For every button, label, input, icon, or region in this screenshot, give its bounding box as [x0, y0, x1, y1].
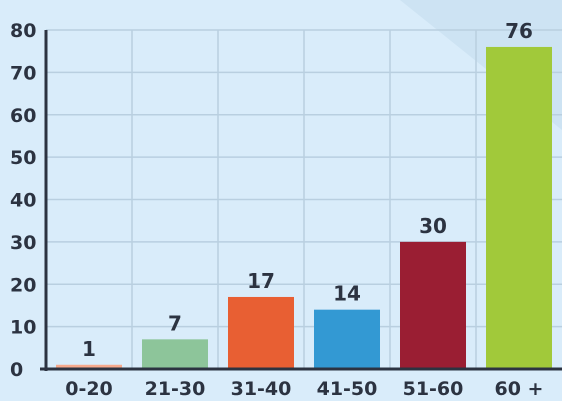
- x-tick-label: 21-30: [145, 378, 206, 400]
- x-tick-label: 51-60: [403, 378, 464, 400]
- bar: [400, 241, 466, 369]
- bar-value-label: 30: [419, 214, 447, 238]
- x-tick-label: 0-20: [65, 378, 113, 400]
- labels: 0 10 20 30 40 50 60 70 80 1 0-20 7 21-30 17 31-40 14 41-…: [10, 19, 543, 400]
- bar-value-label: 76: [505, 19, 533, 43]
- bar: [486, 46, 552, 369]
- y-tick-label: 50: [10, 147, 36, 169]
- x-tick-label: 60 +: [495, 378, 544, 400]
- bars: [56, 46, 552, 369]
- bar: [142, 339, 208, 369]
- gridlines: [46, 29, 562, 369]
- y-tick-label: 60: [10, 105, 36, 127]
- bar-value-label: 17: [247, 269, 275, 293]
- bar-value-label: 7: [168, 311, 182, 335]
- bar: [56, 364, 122, 369]
- bar: [314, 309, 380, 369]
- y-tick-label: 0: [10, 359, 23, 381]
- y-tick-label: 20: [10, 274, 36, 296]
- x-tick-label: 31-40: [231, 378, 292, 400]
- bar: [228, 296, 294, 369]
- x-tick-label: 41-50: [317, 378, 378, 400]
- bar-value-label: 14: [333, 282, 361, 306]
- y-tick-label: 70: [10, 62, 36, 84]
- y-tick-label: 10: [10, 317, 36, 339]
- bar-value-label: 1: [82, 337, 96, 361]
- y-tick-label: 30: [10, 232, 36, 254]
- y-tick-label: 40: [10, 190, 36, 212]
- y-tick-label: 80: [10, 20, 36, 42]
- axes: [40, 30, 562, 371]
